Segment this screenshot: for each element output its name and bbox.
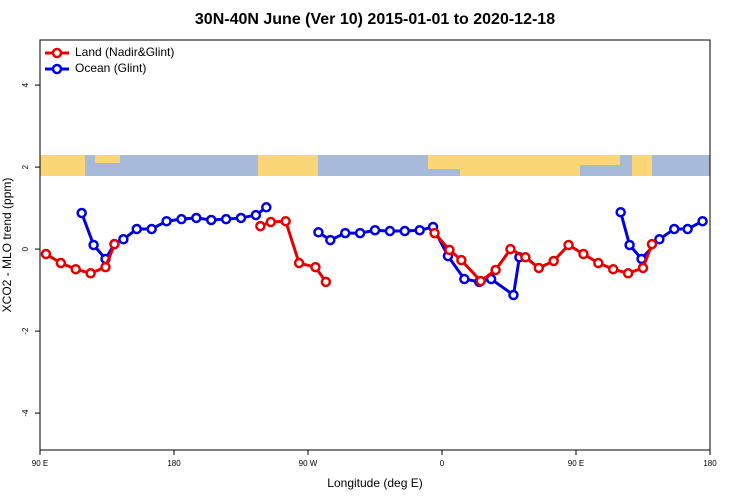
map-strip — [40, 155, 710, 176]
x-tick-label: 180 — [703, 459, 717, 468]
point — [637, 262, 649, 274]
chart-title: 30N-40N June (Ver 10) 2015-01-01 to 2020… — [195, 11, 555, 28]
point — [250, 209, 262, 221]
x-tick-label: 180 — [167, 459, 181, 468]
point — [646, 238, 658, 250]
point — [505, 243, 516, 255]
point — [624, 239, 635, 251]
point — [459, 273, 470, 285]
point — [313, 227, 324, 238]
point — [70, 263, 81, 275]
point — [593, 257, 604, 269]
point — [220, 213, 232, 225]
point — [622, 268, 634, 279]
point — [76, 207, 87, 219]
legend-marker — [51, 63, 63, 75]
point — [533, 262, 545, 274]
point — [475, 275, 486, 287]
point — [118, 234, 129, 245]
point — [607, 263, 619, 275]
point — [310, 261, 321, 273]
point — [563, 239, 574, 251]
point — [320, 276, 332, 288]
point — [261, 202, 272, 213]
point — [414, 224, 425, 236]
legend-label: Ocean (Glint) — [75, 61, 146, 75]
legend-marker — [51, 47, 63, 59]
y-tick-label: -2 — [21, 327, 30, 335]
point — [490, 264, 501, 276]
point — [615, 206, 626, 218]
point — [205, 214, 217, 226]
y-axis-label: XCO2 - MLO trend (ppm) — [0, 178, 14, 313]
point — [265, 216, 277, 228]
point — [369, 224, 381, 236]
legend-label: Land (Nadir&Glint) — [75, 45, 174, 59]
series-line — [80, 206, 704, 298]
point — [384, 225, 396, 237]
y-tick-label: 2 — [21, 164, 30, 169]
point — [578, 248, 589, 260]
point — [100, 261, 111, 273]
y-tick-label: -4 — [21, 409, 30, 417]
point — [508, 289, 519, 301]
point — [456, 254, 467, 266]
x-tick-label: 90 E — [32, 459, 48, 468]
point — [40, 248, 52, 260]
point — [339, 227, 351, 239]
point — [235, 212, 247, 224]
point — [109, 238, 120, 250]
point — [429, 227, 440, 239]
point — [548, 255, 559, 267]
point — [146, 223, 157, 235]
point — [255, 220, 266, 232]
x-tick-label: 90 W — [299, 459, 318, 468]
point — [176, 213, 187, 225]
point — [354, 227, 366, 239]
point — [399, 225, 411, 237]
point — [85, 268, 96, 279]
point — [293, 257, 305, 269]
point — [161, 215, 172, 227]
x-tick-label: 0 — [440, 459, 445, 468]
point — [520, 252, 531, 263]
plot-frame — [39, 39, 711, 451]
point — [88, 239, 99, 251]
point — [697, 215, 708, 227]
point — [669, 223, 680, 235]
point — [654, 234, 665, 245]
y-tick-label: 4 — [21, 82, 30, 87]
point — [444, 244, 455, 256]
x-tick-label: 90 E — [568, 459, 584, 468]
point — [325, 234, 336, 246]
point — [131, 223, 143, 235]
point — [191, 212, 202, 224]
y-tick-label: 0 — [21, 246, 30, 251]
x-axis-label: Longitude (deg E) — [327, 476, 422, 490]
point — [55, 257, 67, 269]
point — [280, 215, 291, 227]
point — [682, 223, 693, 235]
